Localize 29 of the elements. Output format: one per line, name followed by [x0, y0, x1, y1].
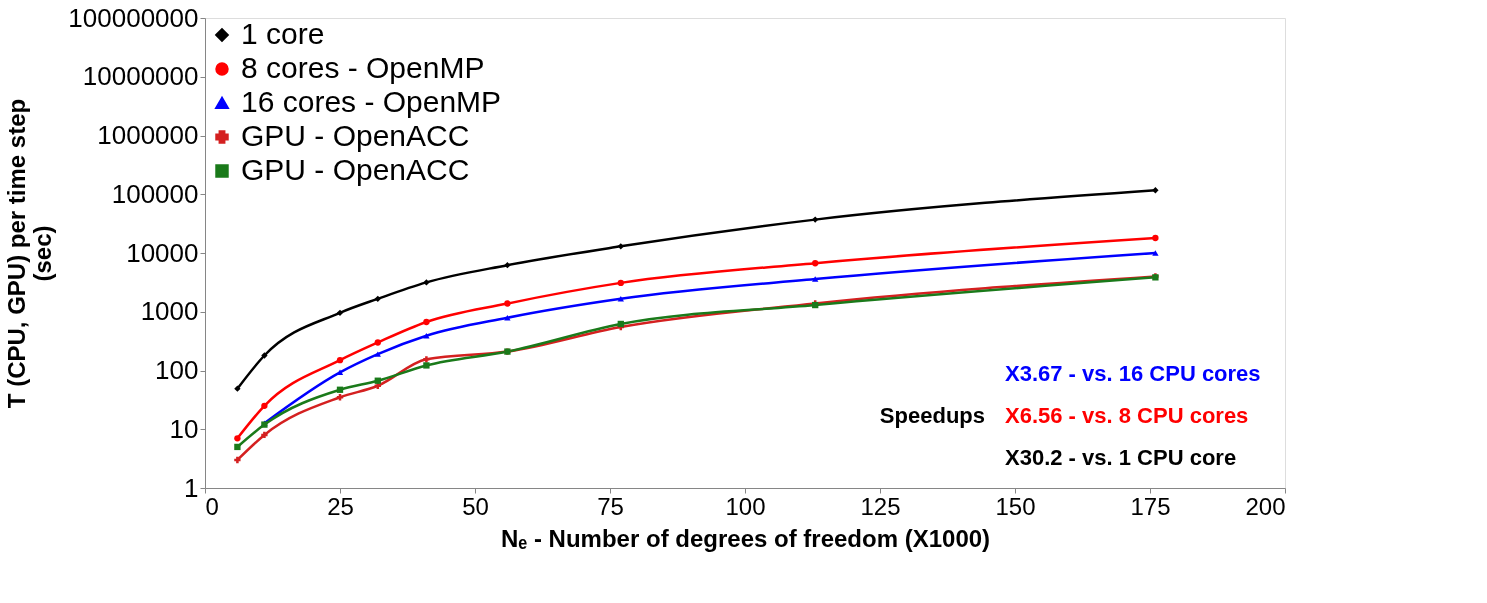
legend-label: 1 core: [241, 17, 325, 50]
x-axis-title: Nₑ - Number of degrees of freedom (X1000): [500, 524, 991, 552]
y-tick-label: 100: [155, 355, 199, 385]
y-tick-label: 1000000: [97, 120, 199, 150]
y-tick-label: 10000000: [82, 61, 199, 92]
y-tick-label: 1: [184, 472, 199, 503]
y-tick-label: 100000: [111, 178, 199, 209]
legend-label: 8 cores - OpenMP: [241, 51, 485, 84]
annotation: Speedups: [879, 403, 985, 428]
x-tick-label: 75: [597, 492, 624, 520]
x-tick-label: 50: [462, 492, 489, 520]
annotation: X30.2 - vs. 1 CPU core: [1005, 445, 1237, 470]
y-tick-label: 10: [169, 413, 199, 444]
x-tick-label: 200: [1245, 492, 1286, 520]
annotation: X6.56 - vs. 8 CPU cores: [1005, 403, 1249, 428]
x-tick-label: 175: [1130, 492, 1171, 520]
y-tick-label: 100000000: [68, 2, 199, 33]
x-tick-label: 150: [995, 492, 1036, 520]
legend-label: 16 cores - OpenMP: [241, 85, 502, 118]
x-tick-label: 125: [860, 492, 901, 520]
x-tick-label: 100: [725, 492, 766, 520]
legend-label: GPU - OpenACC: [241, 119, 470, 152]
annotation: X3.67 - vs. 16 CPU cores: [1005, 361, 1261, 386]
y-tick-label: 10000: [126, 237, 199, 268]
y-tick-label: 1000: [140, 296, 199, 327]
y-axis-title: T (CPU, GPU) per time step (sec): [3, 98, 57, 409]
x-tick-label: 0: [205, 492, 219, 520]
x-tick-label: 25: [327, 492, 354, 520]
legend-label: GPU - OpenACC: [241, 153, 470, 186]
